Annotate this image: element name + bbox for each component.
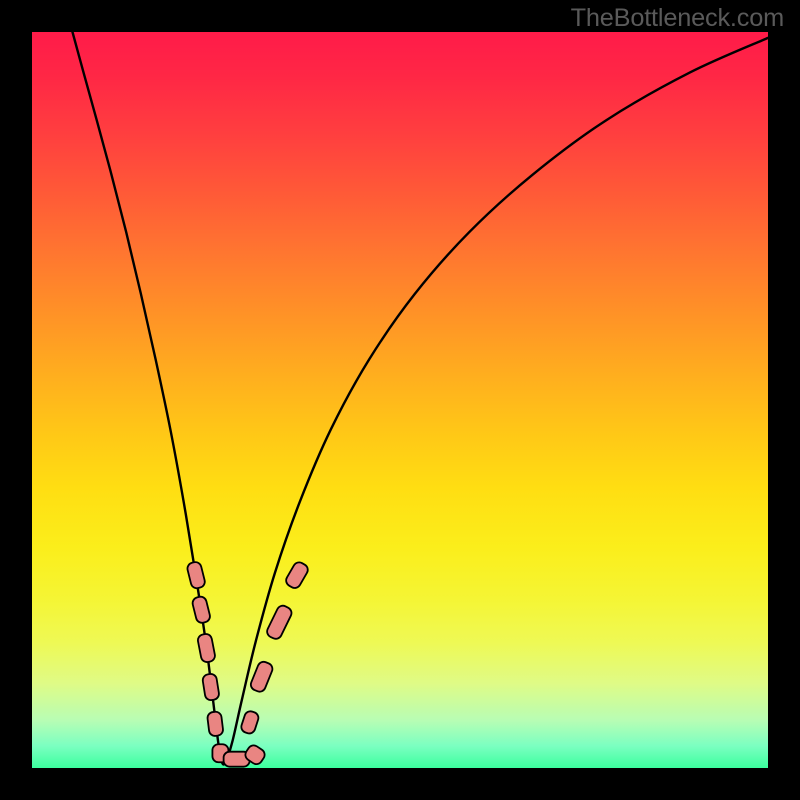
curve-marker — [186, 561, 206, 590]
curve-marker — [240, 710, 260, 735]
plot-area — [32, 32, 768, 768]
bottleneck-curve — [72, 32, 768, 765]
marker-group — [186, 560, 310, 767]
curve-marker — [191, 595, 211, 624]
curve-marker — [197, 633, 216, 663]
watermark-text: TheBottleneck.com — [571, 4, 784, 33]
curve-marker — [249, 660, 274, 693]
curve-layer — [32, 32, 768, 768]
curve-marker — [284, 560, 310, 590]
curve-marker — [202, 673, 220, 701]
curve-marker — [265, 604, 293, 641]
curve-marker — [207, 711, 224, 737]
